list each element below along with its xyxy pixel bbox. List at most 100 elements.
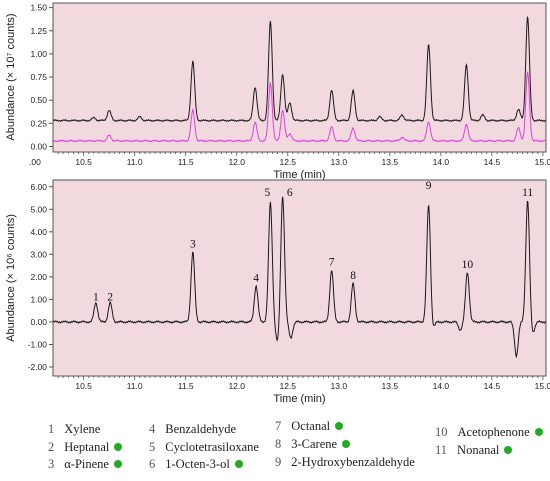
legend-number: 11 (435, 443, 448, 457)
x-tick-label: 13.0 (331, 157, 348, 167)
y-tick-label: 0.00 (30, 141, 47, 151)
y-tick-label: 0.25 (30, 118, 47, 128)
legend-number: 5 (149, 440, 156, 454)
green-dot-icon (342, 440, 351, 449)
y-tick-label: -2.00 (28, 362, 48, 372)
y-tick-label: 1.00 (30, 294, 47, 304)
legend-item: 3 α-Pinene (48, 457, 122, 471)
x-tick-label: 11.0 (127, 381, 143, 391)
green-dot-icon (335, 422, 344, 431)
legend-label: 2-Hydroxybenzaldehyde (291, 455, 415, 469)
top-chromatogram: 0.00 0.25 0.50 0.75 1.00 1.25 1.50 10.5 11.0 11.5… (5, 2, 550, 181)
legend-label: Heptanal (64, 440, 110, 454)
legend-label: Benzaldehyde (165, 422, 237, 436)
y-tick-label: 1.50 (30, 3, 47, 13)
legend-item: 1 Xylene (48, 422, 100, 436)
y-tick-label: 0.75 (30, 72, 47, 82)
x-tick-label: 13.5 (382, 381, 399, 391)
x-axis-title: Time (min) (273, 169, 325, 181)
y-tick-label: 5.00 (30, 204, 47, 214)
y-axis-title: Abundance (× 10⁷ counts) (5, 13, 17, 140)
x-tick-label: 10.5 (75, 381, 92, 391)
x-tick-label: 15.0 (535, 381, 550, 391)
peak-label: 5 (264, 187, 270, 199)
legend-item: 2 Heptanal (48, 440, 123, 454)
y-tick-label: 2.00 (30, 272, 47, 282)
series-line-1 (53, 196, 546, 359)
y-tick-label: 1.00 (30, 49, 47, 59)
peak-label: 9 (426, 180, 432, 192)
green-dot-icon (234, 460, 243, 469)
legend-number: 7 (275, 419, 282, 433)
legend-label: Acetophenone (457, 425, 530, 439)
green-dot-icon (534, 428, 543, 437)
peak-label: 11 (522, 187, 533, 199)
legend-label: 1-Octen-3-ol (165, 457, 230, 471)
legend-item: 6 1-Octen-3-ol (149, 457, 243, 471)
x-tick-label-cut: .00 (29, 157, 41, 167)
y-axis-title: Abundance (× 10⁶ counts) (5, 214, 17, 342)
y-tick-label: 6.00 (30, 182, 47, 192)
green-dot-icon (113, 460, 122, 469)
legend-label: Xylene (64, 422, 101, 436)
y-tick-label: -1.00 (28, 339, 48, 349)
plot-area (52, 179, 547, 377)
x-tick-label: 12.0 (228, 157, 245, 167)
x-tick-label: 14.0 (433, 381, 450, 391)
legend-item: 11 Nonanal (435, 443, 513, 457)
legend-number: 8 (275, 437, 282, 451)
x-tick-label: 12.5 (279, 381, 296, 391)
legend-number: 3 (48, 457, 55, 471)
legend-item: 7 Octanal (275, 419, 344, 433)
green-dot-icon (504, 446, 513, 455)
x-tick-label: 13.0 (331, 381, 348, 391)
x-tick-label: 10.5 (75, 157, 92, 167)
x-tick-label: 13.5 (382, 157, 399, 167)
peak-label: 1 (93, 292, 99, 304)
x-tick-label: 12.5 (279, 157, 296, 167)
peak-label: 8 (350, 270, 356, 282)
x-tick-label: 15.0 (535, 157, 550, 167)
legend-number: 4 (149, 422, 156, 436)
legend-number: 1 (48, 422, 55, 436)
peak-label: 4 (253, 272, 259, 284)
x-tick-label: 14.5 (484, 157, 501, 167)
peak-label: 7 (329, 257, 335, 269)
x-tick-label: 11.5 (178, 157, 194, 167)
peak-label: 3 (190, 239, 196, 251)
peak-label: 2 (107, 292, 113, 304)
bottom-chromatogram: -2.00 -1.00 0.00 1.00 2.00 3.00 4.00 5.00 6.00 10… (5, 179, 550, 405)
x-tick-label: 14.0 (433, 157, 450, 167)
legend-item: 4 Benzaldehyde (149, 422, 236, 436)
x-axis-title: Time (min) (273, 393, 325, 405)
series-line-1 (53, 15, 546, 123)
legend-number: 2 (48, 440, 55, 454)
peak-label: 10 (462, 259, 474, 271)
y-tick-label: 0.00 (30, 317, 47, 327)
legend-item: 8 3-Carene (275, 437, 351, 451)
legend-item: 10 Acetophenone (435, 425, 543, 439)
legend-number: 10 (435, 425, 448, 439)
legend-label: 3-Carene (291, 437, 338, 451)
series-line-2 (53, 71, 546, 143)
x-tick-label: 11.0 (127, 157, 143, 167)
legend-number: 6 (149, 457, 156, 471)
y-tick-label: 3.00 (30, 249, 47, 259)
legend-item: 5 Cyclotetrasiloxane (149, 440, 259, 454)
green-dot-icon (114, 443, 123, 452)
y-tick-label: 1.25 (30, 26, 47, 36)
y-tick-label: 0.50 (30, 95, 47, 105)
x-tick-label: 11.5 (178, 381, 194, 391)
x-tick-label: 12.0 (228, 381, 245, 391)
legend-label: Nonanal (457, 443, 500, 457)
legend-label: Cyclotetrasiloxane (165, 440, 259, 454)
legend-label: Octanal (291, 419, 331, 433)
peak-label: 6 (287, 187, 293, 199)
legend-item: 9 2-Hydroxybenzaldehyde (275, 455, 415, 469)
x-tick-label: 14.5 (484, 381, 501, 391)
plot-area (52, 2, 547, 153)
y-tick-label: 4.00 (30, 227, 47, 237)
legend-label: α-Pinene (64, 457, 109, 471)
legend-number: 9 (275, 455, 282, 469)
